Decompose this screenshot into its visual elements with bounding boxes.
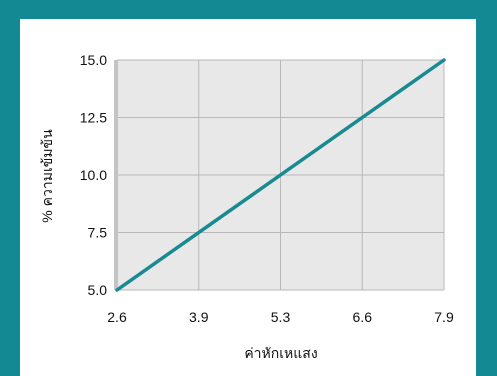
x-tick-label: 6.6 [353, 309, 373, 325]
y-tick-label: 5.0 [88, 282, 108, 298]
x-tick-label: 3.9 [189, 309, 209, 325]
y-tick-label: 15.0 [80, 52, 107, 68]
x-axis-title: ค่าหักเหแสง [244, 345, 317, 361]
y-tick-label: 12.5 [80, 110, 107, 126]
x-tick-label: 5.3 [271, 309, 291, 325]
x-tick-label: 2.6 [107, 309, 127, 325]
y-tick-label: 10.0 [80, 167, 107, 183]
y-tick-label: 7.5 [88, 225, 108, 241]
y-axis-line [114, 60, 118, 290]
series-line [115, 58, 446, 292]
x-tick-label: 7.9 [434, 309, 454, 325]
y-axis-title: % ความเข้มข้น [39, 129, 55, 223]
